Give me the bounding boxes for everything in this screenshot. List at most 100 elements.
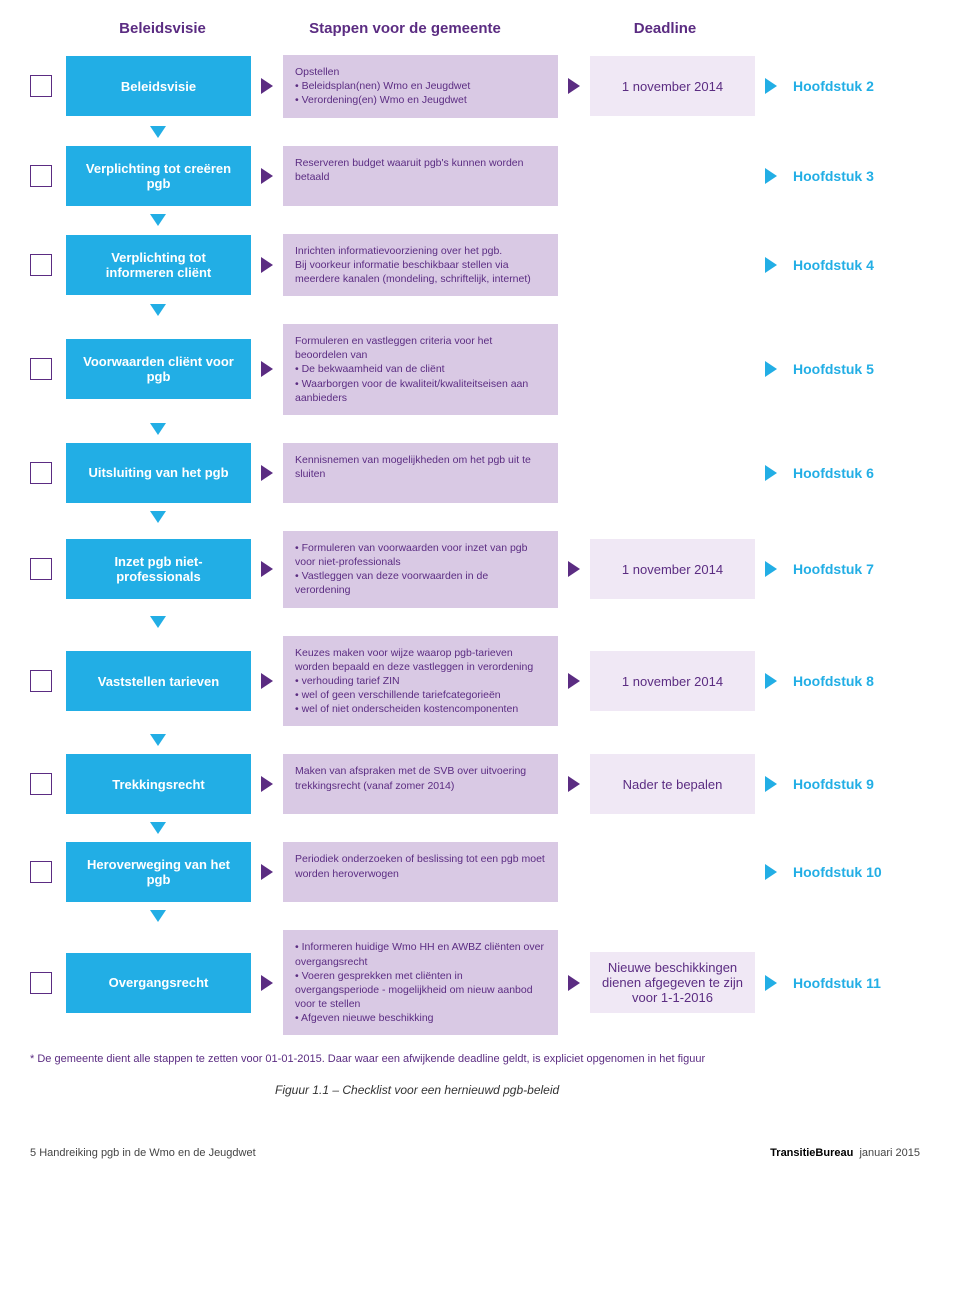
arrow-right-icon (568, 561, 580, 577)
arrow-right-icon (261, 168, 273, 184)
arrow-right-icon (261, 776, 273, 792)
arrow-right-icon (261, 257, 273, 273)
chapter-link[interactable]: Hoofdstuk 6 (793, 465, 874, 481)
deadline-box (590, 235, 755, 295)
checkbox[interactable] (30, 773, 52, 795)
phase-box: Vaststellen tarieven (66, 651, 251, 711)
footer-brand: TransitieBureau (770, 1147, 853, 1159)
arrow-right-icon (261, 465, 273, 481)
deadline-box (590, 443, 755, 503)
flow-row: Trekkingsrecht Maken van afspraken met de… (30, 754, 920, 814)
chapter-link[interactable]: Hoofdstuk 4 (793, 257, 874, 273)
footer-left: 5 Handreiking pgb in de Wmo en de Jeugdw… (30, 1147, 256, 1159)
checkbox[interactable] (30, 358, 52, 380)
flow-row: Uitsluiting van het pgb Kennisnemen van m… (30, 443, 920, 503)
arrow-right-icon (261, 361, 273, 377)
checkbox[interactable] (30, 972, 52, 994)
phase-box: Verplichting tot informeren cliënt (66, 235, 251, 295)
arrow-right-icon (261, 673, 273, 689)
header-col3: Deadline (565, 20, 765, 37)
arrow-right-icon (765, 465, 777, 481)
deadline-box (590, 146, 755, 206)
header-col2: Stappen voor de gemeente (265, 20, 545, 37)
checkbox[interactable] (30, 558, 52, 580)
chapter-link[interactable]: Hoofdstuk 9 (793, 776, 874, 792)
arrow-right-icon (261, 561, 273, 577)
deadline-box: Nieuwe beschikkingen dienen afgegeven te… (590, 952, 755, 1013)
page-footer: 5 Handreiking pgb in de Wmo en de Jeugdw… (30, 1147, 920, 1159)
phase-box: Uitsluiting van het pgb (66, 443, 251, 503)
page-number: 5 (30, 1147, 36, 1159)
arrow-down-icon (150, 126, 166, 138)
chapter-link[interactable]: Hoofdstuk 8 (793, 673, 874, 689)
flow-row: Overgangsrecht • Informeren huidige Wmo H… (30, 930, 920, 1035)
flow-row: Verplichting tot informeren cliënt Inrich… (30, 234, 920, 297)
deadline-box (590, 842, 755, 902)
steps-box: Opstellen• Beleidsplan(nen) Wmo en Jeugd… (283, 55, 558, 118)
flow-row: Inzet pgb niet-professionals• Formuleren… (30, 531, 920, 608)
figure-caption: Figuur 1.1 – Checklist voor een hernieuw… (275, 1083, 920, 1097)
arrow-down-wrap (150, 214, 920, 226)
flow-row: Beleidsvisie Opstellen• Beleidsplan(nen) … (30, 55, 920, 118)
steps-box: Kennisnemen van mogelijkheden om het pgb… (283, 443, 558, 503)
arrow-right-icon (568, 673, 580, 689)
arrow-right-icon (765, 673, 777, 689)
deadline-box: 1 november 2014 (590, 56, 755, 116)
footer-right: TransitieBureau januari 2015 (770, 1147, 920, 1159)
steps-box: Formuleren en vastleggen criteria voor h… (283, 324, 558, 415)
phase-box: Beleidsvisie (66, 56, 251, 116)
phase-box: Voorwaarden cliënt voor pgb (66, 339, 251, 399)
checkbox[interactable] (30, 254, 52, 276)
arrow-down-wrap (150, 910, 920, 922)
footnote: * De gemeente dient alle stappen te zett… (30, 1053, 920, 1065)
deadline-box: 1 november 2014 (590, 651, 755, 711)
arrow-right-icon (568, 975, 580, 991)
chapter-link[interactable]: Hoofdstuk 7 (793, 561, 874, 577)
steps-box: Keuzes maken voor wijze waarop pgb-tarie… (283, 636, 558, 727)
arrow-down-icon (150, 511, 166, 523)
flow-row: Vaststellen tarieven Keuzes maken voor wi… (30, 636, 920, 727)
arrow-right-icon (765, 561, 777, 577)
arrow-right-icon (568, 776, 580, 792)
arrow-down-icon (150, 616, 166, 628)
chapter-link[interactable]: Hoofdstuk 5 (793, 361, 874, 377)
steps-box: • Informeren huidige Wmo HH en AWBZ clië… (283, 930, 558, 1035)
steps-box: Reserveren budget waaruit pgb's kunnen w… (283, 146, 558, 206)
arrow-down-icon (150, 822, 166, 834)
column-headers: Beleidsvisie Stappen voor de gemeente De… (30, 20, 920, 37)
steps-box: Maken van afspraken met de SVB over uitv… (283, 754, 558, 814)
arrow-down-icon (150, 304, 166, 316)
chapter-link[interactable]: Hoofdstuk 3 (793, 168, 874, 184)
deadline-box: Nader te bepalen (590, 754, 755, 814)
arrow-down-wrap (150, 734, 920, 746)
arrow-right-icon (261, 78, 273, 94)
steps-box: • Formuleren van voorwaarden voor inzet … (283, 531, 558, 608)
flow-row: Voorwaarden cliënt voor pgb Formuleren en… (30, 324, 920, 415)
phase-box: Heroverweging van het pgb (66, 842, 251, 902)
checkbox[interactable] (30, 670, 52, 692)
checkbox[interactable] (30, 75, 52, 97)
arrow-down-icon (150, 214, 166, 226)
phase-box: Trekkingsrecht (66, 754, 251, 814)
deadline-box (590, 339, 755, 399)
arrow-right-icon (765, 78, 777, 94)
flowchart-rows: Beleidsvisie Opstellen• Beleidsplan(nen) … (30, 55, 920, 1035)
arrow-right-icon (568, 78, 580, 94)
arrow-down-wrap (150, 822, 920, 834)
flow-row: Heroverweging van het pgb Periodiek onder… (30, 842, 920, 902)
checkbox[interactable] (30, 861, 52, 883)
arrow-right-icon (765, 168, 777, 184)
arrow-right-icon (765, 361, 777, 377)
chapter-link[interactable]: Hoofdstuk 2 (793, 78, 874, 94)
chapter-link[interactable]: Hoofdstuk 10 (793, 864, 882, 880)
arrow-right-icon (765, 776, 777, 792)
steps-box: Inrichten informatievoorziening over het… (283, 234, 558, 297)
checkbox[interactable] (30, 462, 52, 484)
steps-box: Periodiek onderzoeken of beslissing tot … (283, 842, 558, 902)
phase-box: Overgangsrecht (66, 953, 251, 1013)
arrow-right-icon (261, 864, 273, 880)
arrow-right-icon (261, 975, 273, 991)
checkbox[interactable] (30, 165, 52, 187)
chapter-link[interactable]: Hoofdstuk 11 (793, 975, 881, 991)
phase-box: Verplichting tot creëren pgb (66, 146, 251, 206)
